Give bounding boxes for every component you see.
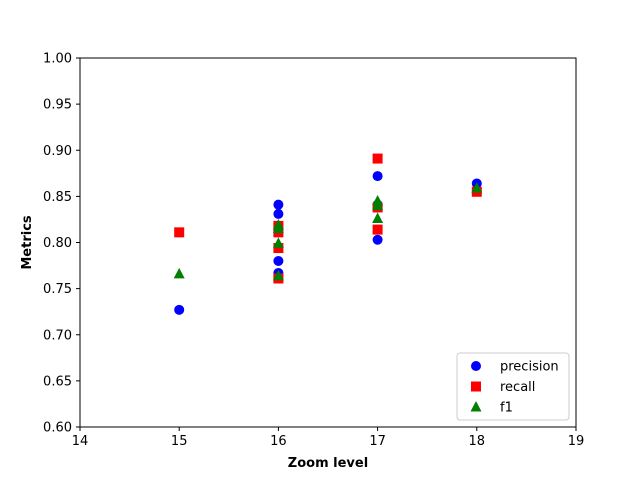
- data-point-f1: [272, 269, 284, 281]
- legend-marker-f1: [470, 401, 482, 412]
- data-point-precision: [273, 199, 284, 210]
- data-point-recall: [372, 224, 383, 235]
- y-axis-label: Metrics: [20, 215, 35, 270]
- data-point-precision: [273, 255, 284, 266]
- x-tick-label: 19: [568, 434, 585, 449]
- data-point-f1: [272, 237, 284, 248]
- data-point-recall: [174, 227, 185, 238]
- legend-label-recall: recall: [500, 380, 535, 395]
- x-tick-label: 18: [469, 434, 486, 449]
- y-axis-ticks: 0.60 0.65 0.70 0.75 0.80 0.85 0.90 0.95 1.00: [43, 52, 80, 436]
- legend-marker-recall: [471, 381, 481, 392]
- data-point-precision: [372, 234, 383, 245]
- legend-box: [456, 352, 570, 421]
- data-point-f1: [173, 267, 185, 279]
- x-tick-label: 16: [270, 434, 287, 449]
- y-tick-label: 0.60: [43, 421, 72, 436]
- x-tick-label: 15: [171, 434, 188, 449]
- data-point-precision: [174, 304, 185, 315]
- data-point-f1: [372, 212, 384, 224]
- x-tick-label: 14: [72, 434, 89, 449]
- y-tick-label: 0.90: [43, 144, 72, 159]
- y-tick-label: 0.85: [43, 190, 72, 205]
- x-axis-label: Zoom level: [288, 456, 368, 471]
- y-tick-label: 0.65: [43, 374, 72, 389]
- data-point-f1: [471, 182, 483, 193]
- y-tick-label: 1.00: [43, 52, 72, 67]
- x-axis-ticks: 14 15 16 17 18 19: [72, 427, 585, 449]
- legend-marker-precision: [471, 361, 481, 371]
- y-tick-label: 0.70: [43, 328, 72, 343]
- y-tick-label: 0.75: [43, 282, 72, 297]
- legend: precision recall f1: [456, 352, 570, 421]
- x-tick-label: 17: [369, 434, 386, 449]
- data-point-f1: [372, 199, 384, 211]
- legend-label-precision: precision: [500, 360, 559, 375]
- data-point-f1: [272, 222, 284, 234]
- data-points: [173, 153, 483, 315]
- data-point-precision: [273, 208, 284, 219]
- y-tick-label: 0.80: [43, 236, 72, 251]
- y-tick-label: 0.95: [43, 98, 72, 113]
- data-point-precision: [372, 171, 383, 182]
- data-point-recall: [372, 153, 383, 164]
- legend-label-f1: f1: [500, 401, 513, 416]
- data-point-recall: [273, 243, 284, 254]
